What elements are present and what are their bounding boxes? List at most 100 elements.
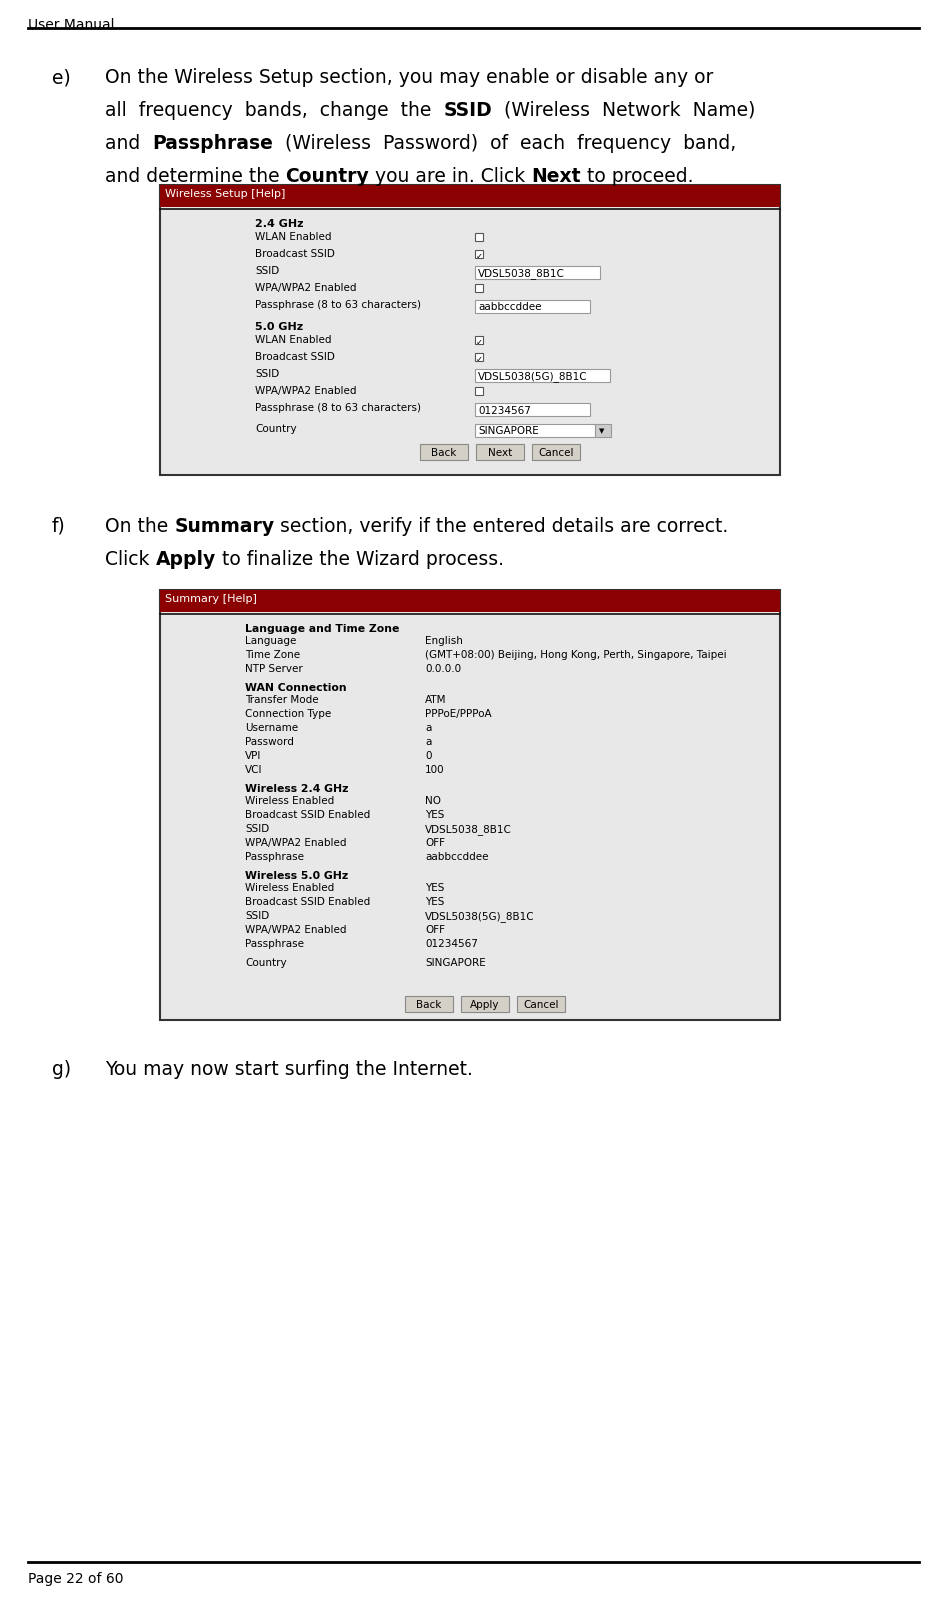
Text: Next: Next <box>488 447 512 459</box>
Text: Broadcast SSID: Broadcast SSID <box>255 249 335 259</box>
Text: e): e) <box>52 69 71 86</box>
Bar <box>160 590 780 612</box>
Text: VPI: VPI <box>245 751 261 761</box>
Bar <box>160 185 780 475</box>
Text: ✓: ✓ <box>475 337 483 347</box>
Text: aabbccddee: aabbccddee <box>478 302 542 313</box>
Bar <box>476 444 524 460</box>
Bar <box>160 185 780 208</box>
Text: PPPoE/PPPoA: PPPoE/PPPoA <box>425 710 491 719</box>
Text: Page 22 of 60: Page 22 of 60 <box>28 1572 123 1585</box>
Text: 01234567: 01234567 <box>425 940 478 949</box>
Text: Time Zone: Time Zone <box>245 650 300 660</box>
Text: 100: 100 <box>425 765 445 775</box>
Text: Wireless Enabled: Wireless Enabled <box>245 884 334 893</box>
Text: and determine the: and determine the <box>105 168 286 185</box>
Text: On the Wireless Setup section, you may enable or disable any or: On the Wireless Setup section, you may e… <box>105 69 713 86</box>
Text: Passphrase (8 to 63 characters): Passphrase (8 to 63 characters) <box>255 300 421 310</box>
Text: On the: On the <box>105 518 174 535</box>
Text: WAN Connection: WAN Connection <box>245 682 347 694</box>
Bar <box>475 249 483 257</box>
Bar <box>475 403 590 415</box>
Text: Passphrase (8 to 63 characters): Passphrase (8 to 63 characters) <box>255 403 421 412</box>
Text: (Wireless  Network  Name): (Wireless Network Name) <box>492 101 756 120</box>
Text: SSID: SSID <box>245 825 269 834</box>
Bar <box>475 423 595 436</box>
Text: 2.4 GHz: 2.4 GHz <box>255 219 303 229</box>
Text: WLAN Enabled: WLAN Enabled <box>255 232 331 241</box>
Bar <box>475 233 483 241</box>
Text: Passphrase: Passphrase <box>152 134 273 153</box>
Bar <box>160 590 780 1020</box>
Text: WPA/WPA2 Enabled: WPA/WPA2 Enabled <box>255 387 356 396</box>
Text: Wireless Enabled: Wireless Enabled <box>245 796 334 805</box>
Text: Connection Type: Connection Type <box>245 710 331 719</box>
Text: OFF: OFF <box>425 925 445 935</box>
Bar <box>420 444 468 460</box>
Text: Passphrase: Passphrase <box>245 852 304 861</box>
Text: VCI: VCI <box>245 765 262 775</box>
Bar <box>517 996 565 1012</box>
Bar <box>595 423 611 436</box>
Text: VDSL5038(5G)_8B1C: VDSL5038(5G)_8B1C <box>478 371 588 382</box>
Text: Wireless Setup [Help]: Wireless Setup [Help] <box>165 189 285 200</box>
Text: Summary [Help]: Summary [Help] <box>165 594 257 604</box>
Text: Wireless 2.4 GHz: Wireless 2.4 GHz <box>245 785 348 794</box>
Text: and: and <box>105 134 152 153</box>
Text: SSID: SSID <box>255 369 279 379</box>
Text: g): g) <box>52 1059 71 1079</box>
Text: (GMT+08:00) Beijing, Hong Kong, Perth, Singapore, Taipei: (GMT+08:00) Beijing, Hong Kong, Perth, S… <box>425 650 726 660</box>
Text: Passphrase: Passphrase <box>245 940 304 949</box>
Text: SINGAPORE: SINGAPORE <box>425 957 486 968</box>
Text: NTP Server: NTP Server <box>245 665 303 674</box>
Text: Summary: Summary <box>174 518 275 535</box>
Text: Next: Next <box>531 168 581 185</box>
Text: WLAN Enabled: WLAN Enabled <box>255 336 331 345</box>
Text: a: a <box>425 722 432 733</box>
Text: Username: Username <box>245 722 298 733</box>
Text: you are in. Click: you are in. Click <box>369 168 531 185</box>
Text: ATM: ATM <box>425 695 446 705</box>
Bar <box>475 284 483 292</box>
Text: SSID: SSID <box>245 911 269 920</box>
Text: WPA/WPA2 Enabled: WPA/WPA2 Enabled <box>245 837 347 849</box>
Text: VDSL5038_8B1C: VDSL5038_8B1C <box>478 268 564 280</box>
Text: Language and Time Zone: Language and Time Zone <box>245 623 400 634</box>
Text: Apply: Apply <box>155 550 216 569</box>
Text: all  frequency  bands,  change  the: all frequency bands, change the <box>105 101 443 120</box>
Text: Language: Language <box>245 636 296 646</box>
Text: SSID: SSID <box>255 265 279 276</box>
Text: section, verify if the entered details are correct.: section, verify if the entered details a… <box>275 518 728 535</box>
Bar <box>475 387 483 395</box>
Text: Back: Back <box>431 447 456 459</box>
Text: WPA/WPA2 Enabled: WPA/WPA2 Enabled <box>245 925 347 935</box>
Text: Click: Click <box>105 550 155 569</box>
Text: Country: Country <box>286 168 369 185</box>
Text: YES: YES <box>425 810 444 820</box>
Text: (Wireless  Password)  of  each  frequency  band,: (Wireless Password) of each frequency ba… <box>273 134 737 153</box>
Text: Country: Country <box>245 957 287 968</box>
Bar <box>532 444 580 460</box>
Text: Apply: Apply <box>471 1000 500 1010</box>
Text: Broadcast SSID Enabled: Broadcast SSID Enabled <box>245 896 370 908</box>
Bar <box>405 996 453 1012</box>
Text: 0: 0 <box>425 751 432 761</box>
Text: 01234567: 01234567 <box>478 406 531 415</box>
Text: Transfer Mode: Transfer Mode <box>245 695 318 705</box>
Text: Back: Back <box>417 1000 441 1010</box>
Text: ✓: ✓ <box>475 355 483 363</box>
Bar <box>475 265 600 280</box>
Text: Country: Country <box>255 423 296 435</box>
Text: to finalize the Wizard process.: to finalize the Wizard process. <box>216 550 504 569</box>
Text: f): f) <box>52 518 65 535</box>
Text: Password: Password <box>245 737 294 746</box>
Text: YES: YES <box>425 884 444 893</box>
Bar <box>475 369 610 382</box>
Bar <box>475 336 483 344</box>
Text: NO: NO <box>425 796 441 805</box>
Text: SSID: SSID <box>443 101 492 120</box>
Text: You may now start surfing the Internet.: You may now start surfing the Internet. <box>105 1059 473 1079</box>
Text: to proceed.: to proceed. <box>581 168 693 185</box>
Text: VDSL5038(5G)_8B1C: VDSL5038(5G)_8B1C <box>425 911 535 922</box>
Text: Broadcast SSID: Broadcast SSID <box>255 352 335 363</box>
